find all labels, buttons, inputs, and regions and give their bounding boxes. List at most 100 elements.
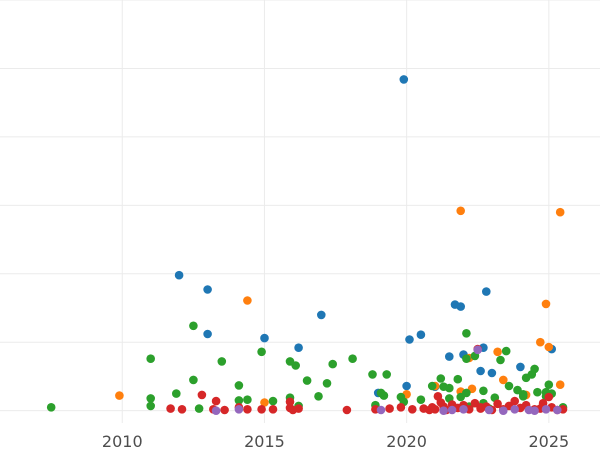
data-point xyxy=(405,335,414,344)
data-point xyxy=(322,379,332,388)
data-point xyxy=(482,287,491,296)
data-point xyxy=(445,352,454,361)
data-point xyxy=(484,405,494,415)
data-point xyxy=(427,381,437,391)
data-point xyxy=(544,380,554,390)
data-point xyxy=(211,396,221,406)
data-point xyxy=(291,361,301,370)
data-point xyxy=(544,342,554,352)
data-point xyxy=(220,405,229,415)
data-point xyxy=(396,403,406,412)
data-point xyxy=(462,388,471,398)
data-point xyxy=(115,391,124,400)
data-point xyxy=(416,330,426,340)
data-point xyxy=(544,392,554,402)
data-point xyxy=(146,354,155,364)
data-point xyxy=(479,386,488,396)
data-point xyxy=(487,368,497,378)
data-point xyxy=(268,405,278,414)
x-tick-label: 2025 xyxy=(528,432,569,450)
data-point xyxy=(445,383,454,393)
data-point xyxy=(541,405,551,414)
data-point xyxy=(243,296,252,305)
data-point xyxy=(189,321,198,331)
data-point xyxy=(348,354,357,364)
data-point xyxy=(504,381,514,391)
data-point xyxy=(499,406,508,416)
data-point xyxy=(314,392,323,401)
data-point xyxy=(439,406,448,416)
data-point xyxy=(234,396,244,405)
data-point xyxy=(243,405,252,414)
data-point xyxy=(368,370,377,379)
x-tick-label: 2020 xyxy=(386,432,427,450)
data-point xyxy=(234,405,244,414)
data-point xyxy=(553,405,562,415)
x-tick-label: 2015 xyxy=(244,432,285,450)
data-point xyxy=(530,364,539,374)
data-point xyxy=(536,337,545,347)
data-point xyxy=(456,206,466,216)
data-point xyxy=(555,207,565,217)
data-point xyxy=(146,401,155,411)
data-point xyxy=(260,333,269,343)
data-point xyxy=(382,370,392,379)
data-point xyxy=(317,310,326,320)
data-point xyxy=(408,405,417,414)
data-point xyxy=(174,270,184,280)
gridlines xyxy=(0,0,600,423)
series-1 xyxy=(115,206,565,407)
series-2 xyxy=(46,321,568,413)
data-point xyxy=(530,406,539,416)
data-point xyxy=(510,396,519,406)
data-point xyxy=(243,395,252,405)
data-point xyxy=(46,403,56,412)
data-point xyxy=(146,394,155,403)
data-point xyxy=(285,397,295,407)
data-point xyxy=(496,355,505,365)
data-point xyxy=(402,381,411,391)
data-point xyxy=(376,388,386,398)
data-point xyxy=(501,346,511,356)
data-point xyxy=(462,329,471,338)
data-point xyxy=(430,405,440,414)
data-point xyxy=(518,392,528,401)
data-point xyxy=(376,405,386,415)
data-point xyxy=(516,362,525,372)
data-point xyxy=(462,354,471,364)
x-tick-label: 2010 xyxy=(102,432,143,450)
data-point xyxy=(203,329,212,339)
data-point xyxy=(257,405,266,414)
data-point xyxy=(476,366,485,376)
data-point xyxy=(234,381,244,390)
data-point xyxy=(211,406,221,416)
data-point xyxy=(456,302,466,311)
data-point xyxy=(177,405,187,414)
data-point xyxy=(257,347,266,357)
data-point xyxy=(499,375,508,385)
data-point xyxy=(260,398,269,407)
series-4 xyxy=(211,345,562,416)
data-point xyxy=(453,374,463,384)
data-point xyxy=(166,404,175,413)
data-point xyxy=(459,405,468,414)
x-axis: 2010 2015 2020 2025 xyxy=(102,432,569,450)
data-point xyxy=(342,405,352,415)
data-point xyxy=(385,404,394,413)
data-point xyxy=(493,399,502,409)
data-point xyxy=(203,285,212,294)
data-point xyxy=(399,75,409,84)
data-point xyxy=(189,375,198,385)
data-point xyxy=(302,376,312,385)
data-point xyxy=(533,387,542,397)
data-point xyxy=(268,396,278,406)
data-point xyxy=(473,345,483,355)
data-point xyxy=(197,390,207,400)
data-point xyxy=(217,357,227,366)
data-point xyxy=(510,405,519,414)
data-point xyxy=(436,374,446,383)
data-point xyxy=(194,404,204,413)
data-point xyxy=(555,380,565,390)
data-point xyxy=(541,299,551,309)
